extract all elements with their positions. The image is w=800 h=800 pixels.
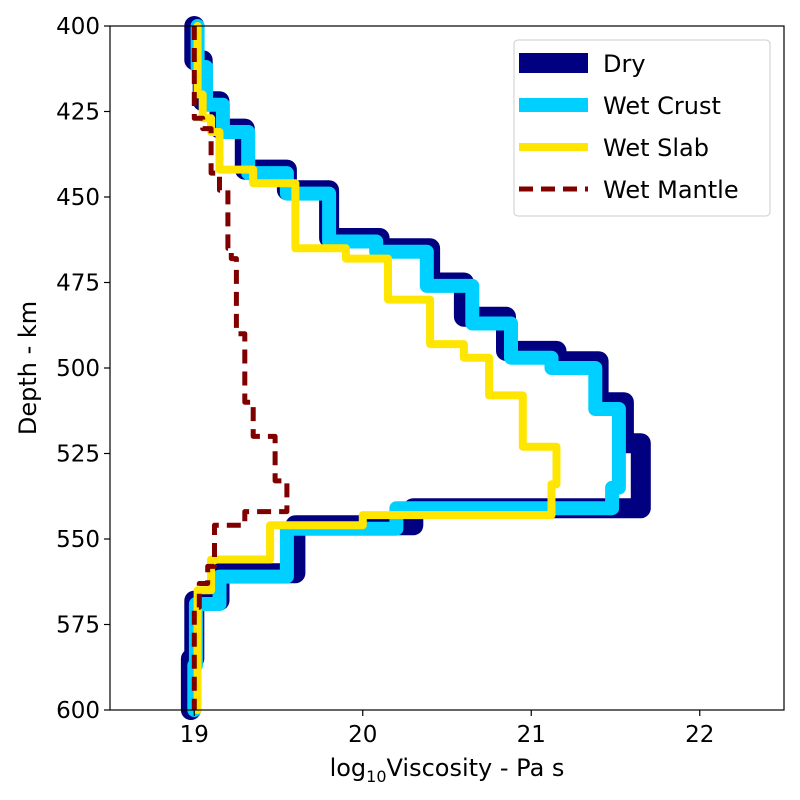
x-tick-label: 22 <box>685 722 714 748</box>
y-tick-label: 550 <box>56 527 100 553</box>
legend-box <box>513 39 771 217</box>
y-tick-label: 575 <box>56 613 100 639</box>
x-axis-ticks: 19 20 21 22 <box>180 710 714 748</box>
legend-label: Wet Crust <box>603 92 721 120</box>
x-tick-label: 21 <box>517 722 546 748</box>
legend-label: Wet Slab <box>603 134 709 162</box>
legend: Dry Wet Crust Wet Slab Wet Mantle <box>513 39 771 217</box>
x-tick-label: 19 <box>180 722 209 748</box>
y-axis-label: Depth - km <box>14 301 42 435</box>
series-line-wet-slab <box>193 22 561 714</box>
y-axis-ticks: 400 425 450 475 500 525 550 575 600 <box>56 14 110 724</box>
y-tick-label: 400 <box>56 14 100 40</box>
y-tick-label: 450 <box>56 185 100 211</box>
x-axis-label: log10Viscosity - Pa s <box>330 754 565 786</box>
series-layer <box>180 16 651 720</box>
y-tick-label: 425 <box>56 100 100 126</box>
y-tick-label: 475 <box>56 271 100 297</box>
series-line-wet-crust <box>187 19 626 717</box>
y-tick-label: 600 <box>56 698 100 724</box>
y-tick-label: 500 <box>56 356 100 382</box>
legend-label: Dry <box>603 50 646 78</box>
y-tick-label: 525 <box>56 442 100 468</box>
legend-label: Wet Mantle <box>603 176 739 204</box>
series-line-wet-mantle <box>191 26 290 710</box>
x-tick-label: 20 <box>348 722 377 748</box>
